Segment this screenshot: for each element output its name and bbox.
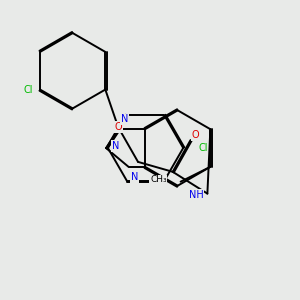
- Text: Cl: Cl: [198, 143, 208, 153]
- Text: N: N: [121, 114, 128, 124]
- Text: Cl: Cl: [23, 85, 33, 94]
- Text: N: N: [112, 141, 120, 151]
- Text: O: O: [192, 130, 199, 140]
- Text: NH: NH: [189, 190, 203, 200]
- Text: O: O: [114, 122, 122, 132]
- Text: N: N: [131, 172, 138, 182]
- Text: CH₃: CH₃: [150, 175, 167, 184]
